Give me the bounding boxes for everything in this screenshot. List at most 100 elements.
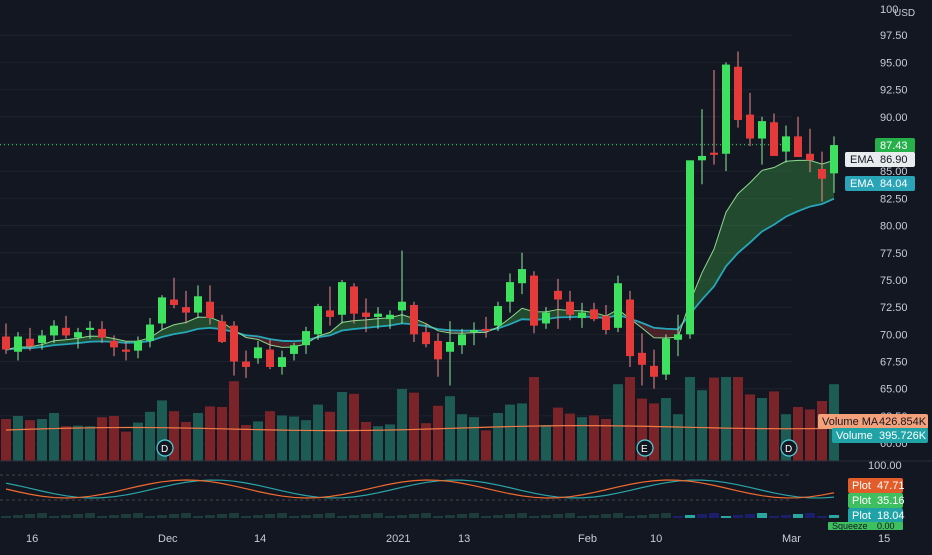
candle-body xyxy=(410,304,418,335)
osc-histogram-bar xyxy=(61,515,71,518)
price-tick-label: 85.00 xyxy=(880,166,908,178)
candle-body xyxy=(566,301,574,315)
osc-histogram-bar xyxy=(817,516,827,518)
volume-badge: Volume 395.726K xyxy=(832,428,928,443)
osc-histogram-bar xyxy=(745,514,755,518)
ema-band-segment xyxy=(186,317,198,333)
volume-bar xyxy=(661,398,671,461)
ema-band-segment xyxy=(774,161,786,225)
osc-histogram-bar xyxy=(193,516,203,518)
volume-bar xyxy=(529,377,539,461)
ema-band-segment xyxy=(798,160,810,212)
osc-histogram-bar xyxy=(601,514,611,518)
osc-histogram-bar xyxy=(97,516,107,518)
candle-body xyxy=(362,312,370,317)
plot3-value: 18.04 xyxy=(877,510,905,522)
candle-body xyxy=(350,286,358,314)
candle-body xyxy=(818,168,826,179)
candle-body xyxy=(302,331,310,346)
candle-body xyxy=(530,275,538,326)
time-tick-label: Mar xyxy=(782,533,801,545)
volume-bar xyxy=(109,416,119,461)
candle-body xyxy=(554,290,562,300)
price-tick-label: 82.50 xyxy=(880,193,908,205)
volume-bar xyxy=(37,419,47,461)
volume-bar xyxy=(709,377,719,461)
osc-histogram-bar xyxy=(517,513,527,518)
volume-bar xyxy=(565,413,575,461)
osc-histogram-bar xyxy=(13,515,23,518)
candle-body xyxy=(602,315,610,330)
candle-body xyxy=(62,327,70,336)
candle-body xyxy=(722,64,730,154)
time-axis[interactable]: 16 Dec 14 2021 13 Feb 10 Mar 15 xyxy=(26,533,890,545)
candle-body xyxy=(314,306,322,335)
osc-histogram-bar xyxy=(733,515,743,518)
price-tick-label: 72.50 xyxy=(880,302,908,314)
candlesticks[interactable] xyxy=(2,51,838,389)
volume-bar xyxy=(721,377,731,461)
volume-ma-badge: Volume MA 426.854K xyxy=(818,414,928,429)
osc-histogram-bar xyxy=(277,513,287,518)
osc-histogram-bar xyxy=(649,514,659,518)
osc-axis-top-label: 100.00 xyxy=(868,460,902,472)
candle-body xyxy=(206,301,214,319)
plot2-label: Plot xyxy=(852,495,871,507)
volume-bar xyxy=(385,424,395,461)
osc-histogram-bar xyxy=(433,516,443,518)
osc-histogram-bar xyxy=(505,514,515,518)
volume-bar xyxy=(469,417,479,461)
volume-bar xyxy=(85,426,95,461)
volume-bar xyxy=(325,411,335,461)
volume-bar xyxy=(625,377,635,461)
candle-body xyxy=(14,336,22,352)
ema-slow-badge: EMA 84.04 xyxy=(845,176,915,191)
last-price-badge: 87.43 xyxy=(875,138,915,153)
candle-body xyxy=(734,66,742,121)
candle-body xyxy=(398,301,406,311)
plot1-label: Plot xyxy=(852,480,871,492)
osc-histogram-bar xyxy=(721,516,731,518)
volume-ma-label: Volume MA xyxy=(822,416,879,428)
volume-bar xyxy=(793,407,803,461)
candle-body xyxy=(26,338,34,347)
ema-fast-badge: EMA 86.90 xyxy=(845,152,915,167)
osc-histogram-bar xyxy=(541,515,551,518)
candle-body xyxy=(182,307,190,313)
ema-band-segment xyxy=(714,212,726,287)
candle-body xyxy=(122,349,130,352)
volume-bar xyxy=(229,381,239,461)
ema-band-segment xyxy=(654,327,666,338)
volume-bar xyxy=(541,425,551,461)
ema-band-segment xyxy=(726,193,738,267)
candle-body xyxy=(422,332,430,345)
volume-bar xyxy=(589,415,599,461)
candle-body xyxy=(86,327,94,330)
osc-histogram-bar xyxy=(205,515,215,518)
squeeze-value: 0.00 xyxy=(877,521,895,531)
candle-body xyxy=(38,335,46,344)
volume-bar xyxy=(217,407,227,461)
osc-histogram-bar xyxy=(757,513,767,518)
volume-bar xyxy=(673,414,683,461)
volume-bar xyxy=(601,419,611,461)
osc-histogram-bar xyxy=(145,516,155,518)
ema-band-segment xyxy=(366,318,378,328)
candle-body xyxy=(662,338,670,375)
candle-body xyxy=(614,283,622,328)
time-tick-label: 13 xyxy=(458,533,470,545)
candle-body xyxy=(374,313,382,317)
ema-lines xyxy=(5,159,835,351)
candle-body xyxy=(134,340,142,351)
volume-bar xyxy=(733,377,743,461)
candle-body xyxy=(266,349,274,367)
price-tick-label: 67.50 xyxy=(880,357,908,369)
osc-histogram-bar xyxy=(1,516,11,518)
candle-body xyxy=(470,329,478,333)
time-tick-label: Dec xyxy=(158,533,178,545)
last-price-value: 87.43 xyxy=(880,140,908,152)
